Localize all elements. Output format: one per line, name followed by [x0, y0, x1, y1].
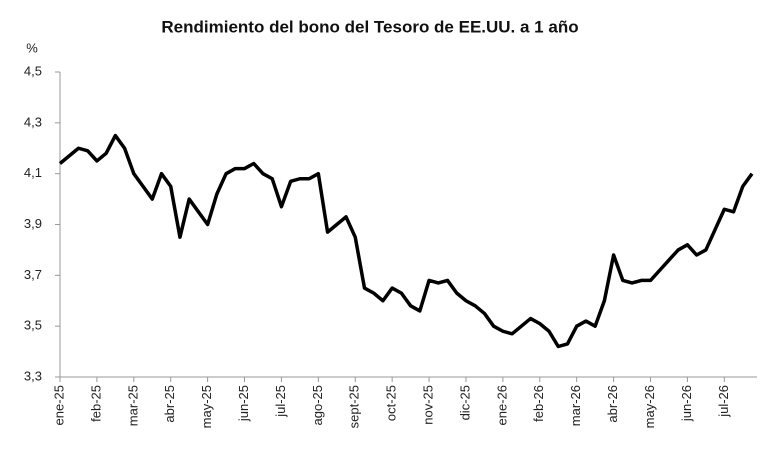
- x-tick-label: mar-26: [568, 385, 583, 426]
- x-tick-label: feb-25: [88, 385, 103, 422]
- chart-title: Rendimiento del bono del Tesoro de EE.UU…: [161, 17, 578, 36]
- y-tick-label: 4,3: [24, 114, 42, 129]
- x-tick-label: feb-26: [531, 385, 546, 422]
- y-tick-label: 3,3: [24, 368, 42, 383]
- y-tick-label: 3,5: [24, 318, 42, 333]
- x-tick-label: abr-26: [605, 385, 620, 423]
- x-tick-label: nov-25: [421, 385, 436, 425]
- data-line: [58, 133, 754, 349]
- x-tick-label: ene-25: [51, 385, 66, 425]
- x-tick-label: may-25: [199, 385, 214, 428]
- x-tick-label: jun-25: [236, 385, 251, 422]
- x-tick-label: abr-25: [162, 385, 177, 423]
- x-tick-label: dic-25: [457, 385, 472, 420]
- x-tick-label: ago-25: [310, 385, 325, 425]
- y-tick-label: 3,7: [24, 267, 42, 282]
- y-tick-label: 4,1: [24, 165, 42, 180]
- x-tick-label: mar-25: [125, 385, 140, 426]
- y-tick-label: 3,9: [24, 216, 42, 231]
- x-tick-label: jul-25: [273, 385, 288, 418]
- x-tick-label: jul-26: [716, 385, 731, 418]
- y-tick-label: 4,5: [24, 63, 42, 78]
- x-tick-label: may-26: [642, 385, 657, 428]
- x-tick-label: ene-26: [494, 385, 509, 425]
- x-tick-label: jun-26: [679, 385, 694, 422]
- x-tick-label: oct-25: [384, 385, 399, 421]
- y-unit-label: %: [26, 40, 38, 55]
- x-tick-label: sept-25: [347, 385, 362, 428]
